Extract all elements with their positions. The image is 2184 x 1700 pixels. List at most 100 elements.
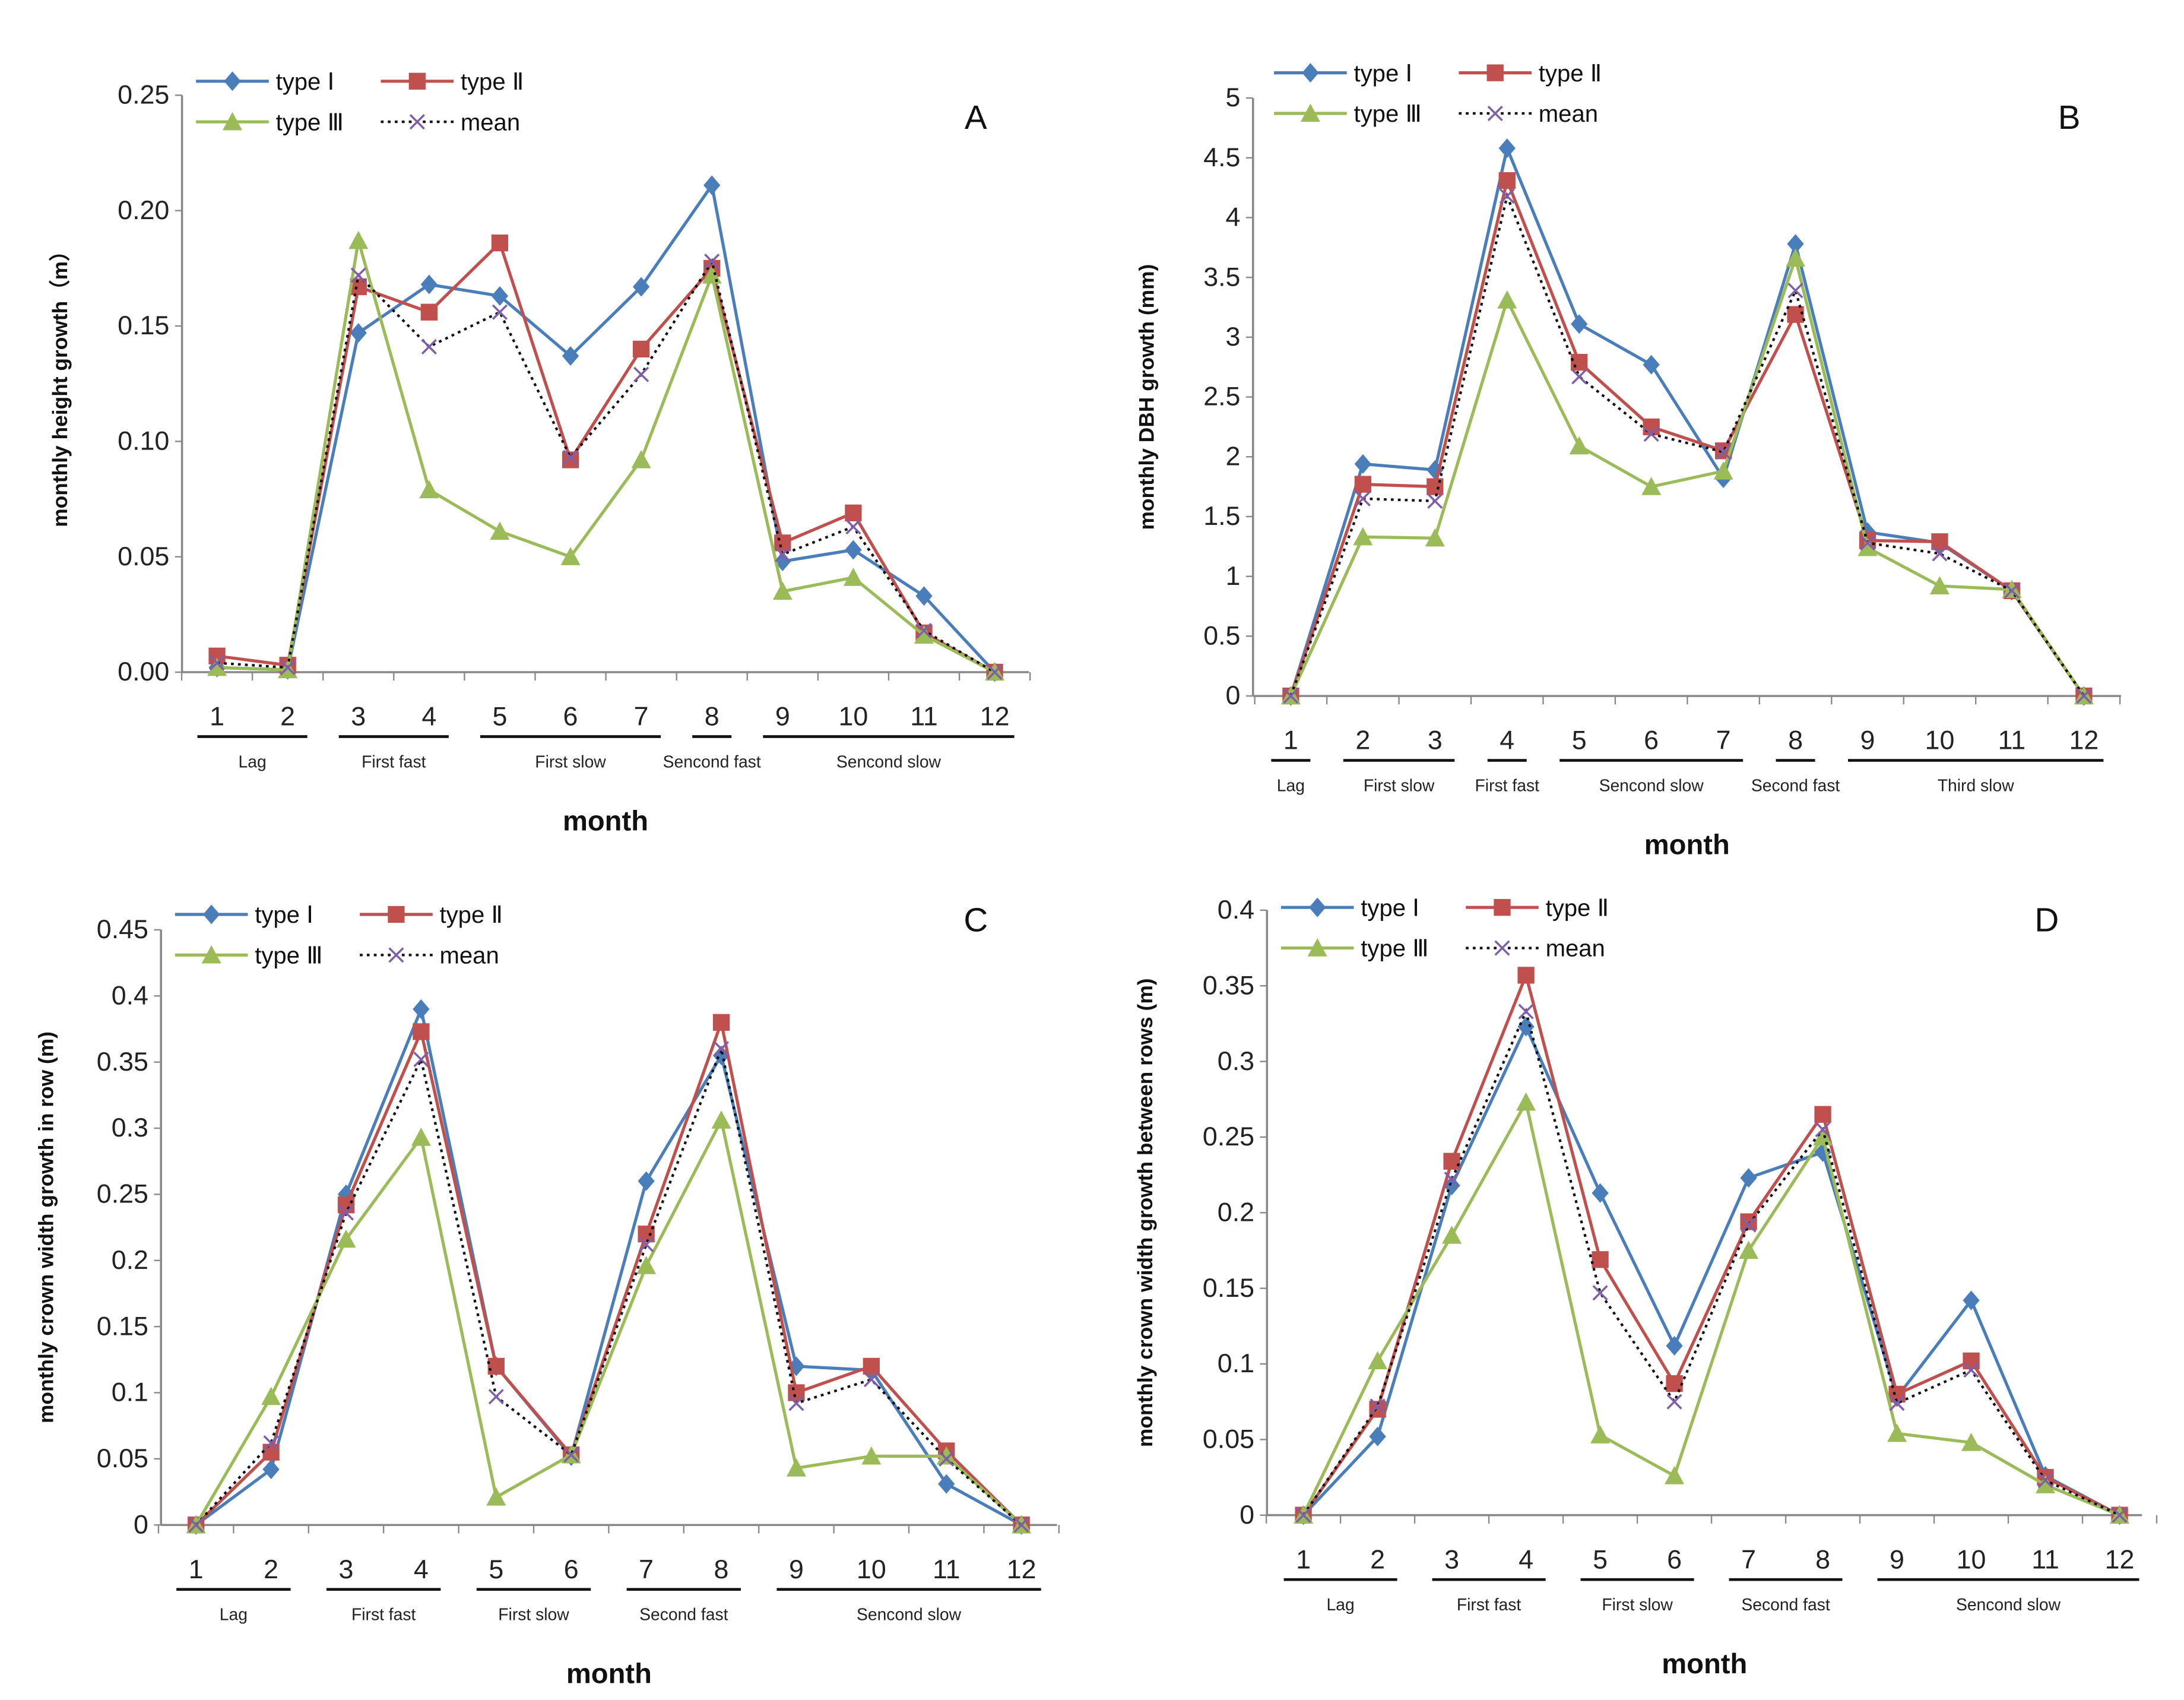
- data-point-type-3: [336, 1229, 356, 1248]
- x-tick-label: 9: [1860, 726, 1875, 755]
- legend-marker-type-3: [201, 945, 221, 964]
- y-tick-label: 0.10: [118, 426, 169, 455]
- data-point-mean: [350, 267, 366, 283]
- data-point-type-3: [772, 581, 793, 600]
- data-point-mean: [704, 254, 720, 270]
- data-point-type-2: [1740, 1213, 1757, 1230]
- legend-label-type-2: type Ⅱ: [1546, 895, 1609, 921]
- series-line-type-1: [217, 181, 996, 673]
- x-tick-label: 11: [2031, 1544, 2059, 1574]
- data-point-type-2: [1498, 172, 1516, 189]
- legend-label-mean: mean: [1539, 101, 1598, 127]
- data-point-type-2: [1814, 1106, 1831, 1123]
- data-point-type-1: [1369, 1426, 1386, 1446]
- y-tick-label: 0.3: [112, 1113, 148, 1142]
- y-tick-label: 0.35: [97, 1047, 148, 1077]
- y-tick-label: 0.15: [118, 311, 169, 340]
- x-tick-label: 4: [1500, 726, 1514, 755]
- data-point-type-2: [562, 451, 579, 468]
- x-tick-label: 7: [1741, 1544, 1756, 1574]
- legend: type Ⅰ type Ⅱ type Ⅲ mean: [1274, 61, 1602, 127]
- data-point-mean: [1444, 1172, 1460, 1188]
- data-point-type-1: [413, 999, 430, 1020]
- data-point-mean: [1787, 283, 1803, 299]
- data-point-type-3: [1929, 576, 1950, 594]
- x-tick-label: 8: [714, 1555, 729, 1584]
- data-point-type-3: [786, 1458, 806, 1477]
- data-point-type-3: [1442, 1226, 1462, 1244]
- data-point-mean: [563, 1447, 579, 1463]
- x-tick-label: 5: [492, 702, 507, 732]
- data-point-type-2: [712, 1014, 730, 1031]
- data-point-type-1: [1740, 1168, 1757, 1188]
- series-type-2: [208, 234, 1003, 681]
- y-tick-label: 0.2: [112, 1245, 148, 1275]
- data-point-type-3: [1739, 1240, 1759, 1259]
- y-tick-label: 0.35: [1203, 970, 1254, 1000]
- stage-label: First fast: [351, 1605, 416, 1624]
- data-point-type-1: [562, 346, 579, 366]
- data-point-mean: [492, 304, 508, 320]
- stage-label: Sencond slow: [857, 1605, 962, 1624]
- data-point-mean: [775, 546, 791, 562]
- y-tick-label: 0.25: [97, 1179, 148, 1209]
- legend-label-type-3: type Ⅲ: [276, 109, 344, 135]
- series-type-3: [1280, 248, 2094, 705]
- series-line-mean: [1289, 192, 2085, 697]
- data-point-type-3: [1353, 527, 1373, 546]
- data-point-type-2: [1443, 1153, 1460, 1170]
- legend-marker-type-1: [224, 71, 241, 91]
- x-tick-label: 1: [189, 1555, 204, 1584]
- x-tick-label: 2: [1355, 726, 1370, 755]
- data-point-type-3: [1569, 436, 1589, 455]
- data-point-mean: [488, 1389, 504, 1405]
- stage-label: First fast: [1475, 775, 1540, 794]
- series-mean: [188, 1041, 1029, 1533]
- stage-label: Third slow: [1938, 775, 2014, 794]
- data-point-mean: [1815, 1122, 1831, 1138]
- data-point-type-3: [1665, 1465, 1685, 1484]
- y-tick-label: 0.3: [1218, 1046, 1254, 1076]
- data-point-mean: [633, 366, 649, 382]
- x-tick-label: 2: [1370, 1544, 1385, 1574]
- x-axis-title: month: [1644, 829, 1730, 860]
- data-point-type-3: [2036, 1475, 2056, 1493]
- data-point-type-1: [1963, 1290, 1980, 1310]
- x-tick-label: 10: [1957, 1544, 1986, 1574]
- x-tick-label: 4: [1519, 1544, 1533, 1574]
- x-tick-label: 10: [838, 702, 868, 732]
- legend-label-mean: mean: [1546, 936, 1605, 962]
- data-point-mean: [1571, 369, 1587, 385]
- series-type-2: [1295, 967, 2128, 1524]
- series-line-type-1: [195, 1003, 1022, 1527]
- y-tick-label: 0: [1226, 680, 1241, 710]
- y-tick-label: 0.4: [112, 980, 148, 1010]
- x-tick-label: 4: [414, 1555, 429, 1584]
- data-point-type-2: [487, 1357, 505, 1375]
- data-point-mean: [1427, 493, 1443, 509]
- data-point-type-2: [632, 340, 650, 358]
- data-point-mean: [1889, 1395, 1905, 1411]
- data-point-mean: [263, 1435, 279, 1451]
- series-type-3: [207, 230, 1005, 681]
- stage-label: Lag: [239, 752, 267, 771]
- y-tick-label: 0.1: [1218, 1348, 1254, 1378]
- series-line-type-1: [1302, 1022, 2120, 1517]
- stage-label: Second fast: [639, 1605, 728, 1624]
- series-type-1: [1282, 138, 2093, 706]
- data-point-type-1: [262, 1460, 280, 1480]
- x-tick-label: 6: [563, 702, 578, 732]
- legend-label-mean: mean: [461, 109, 520, 135]
- panel-letter: C: [963, 901, 988, 938]
- x-tick-label: 3: [1444, 1544, 1459, 1574]
- data-point-type-3: [936, 1446, 956, 1465]
- legend-label-type-3: type Ⅲ: [255, 943, 323, 969]
- y-axis-title: monthly crown width growth in row (m): [35, 1031, 58, 1423]
- y-tick-label: 1: [1226, 561, 1241, 591]
- data-point-type-3: [1713, 461, 1733, 480]
- chart-panel-a: 0.000.050.100.150.200.251 2 3 4 5 6 7 8 9 10 11 12L…: [49, 69, 1031, 836]
- legend-label-mean: mean: [440, 943, 499, 969]
- x-tick-label: 9: [1890, 1544, 1904, 1574]
- data-point-type-3: [2002, 580, 2022, 598]
